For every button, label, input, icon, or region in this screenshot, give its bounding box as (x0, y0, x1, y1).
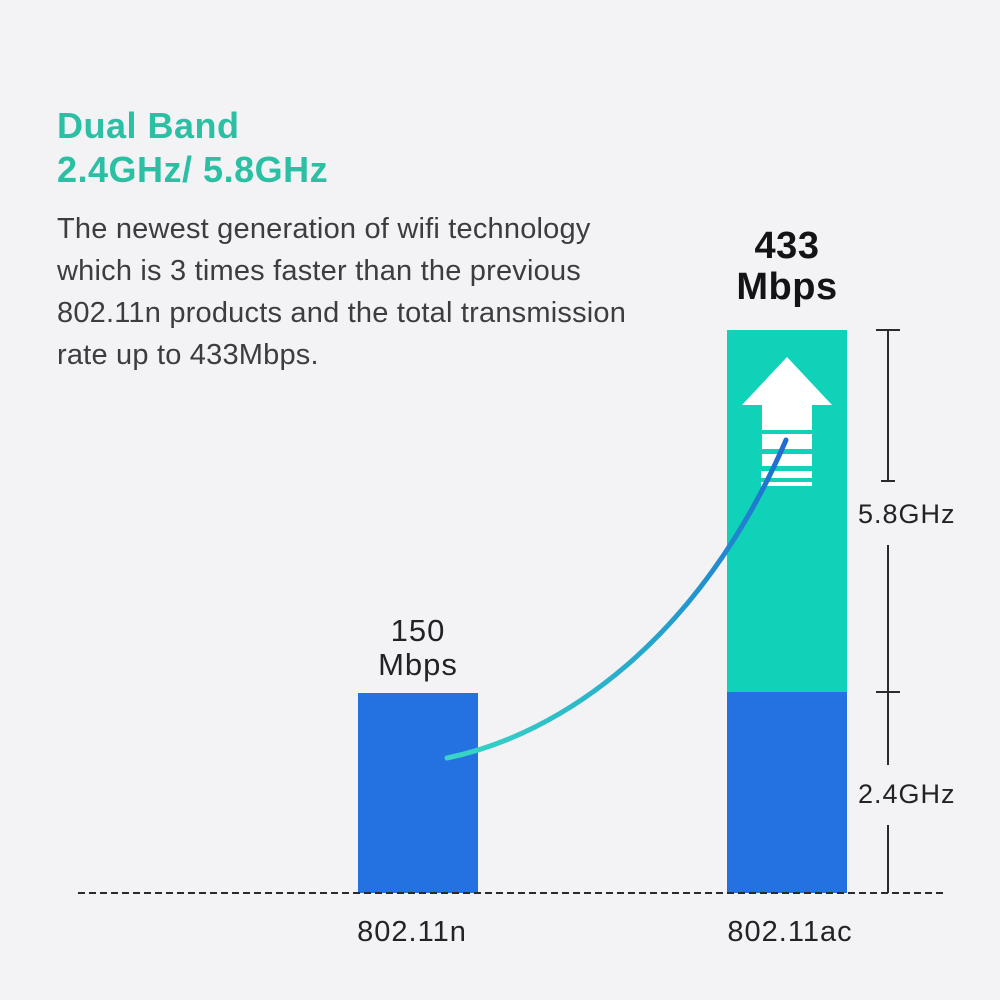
axis-label-802-11ac: 802.11ac (727, 916, 853, 948)
description-line: 802.11n products and the total transmiss… (57, 297, 627, 329)
value-433: 433 (754, 225, 820, 267)
description-line: The newest generation of wifi technology (57, 213, 591, 245)
description-line: which is 3 times faster than the previou… (57, 255, 581, 287)
band-label-2-4ghz: 2.4GHz (858, 779, 956, 809)
page-title: Dual Band (57, 105, 240, 146)
value-label-802-11ac: 433 Mbps (707, 226, 867, 308)
description: The newest generation of wifi technology… (57, 208, 626, 376)
band-label-5-8ghz: 5.8GHz (858, 499, 956, 529)
bar-802-11n (358, 693, 478, 893)
value-150-unit: Mbps (378, 647, 458, 682)
bar-802-11ac-5ghz-segment (727, 330, 847, 692)
value-150: 150 (390, 613, 446, 648)
bar-802-11ac (727, 330, 847, 893)
axis-label-802-11n: 802.11n (357, 916, 467, 948)
description-line: rate up to 433Mbps. (57, 339, 319, 371)
header: Dual Band 2.4GHz/ 5.8GHz (57, 104, 328, 192)
bar-802-11ac-2-4ghz-segment (727, 692, 847, 893)
value-433-unit: Mbps (736, 266, 838, 308)
page-subtitle: 2.4GHz/ 5.8GHz (57, 149, 329, 190)
value-label-802-11n: 150 Mbps (338, 614, 498, 682)
